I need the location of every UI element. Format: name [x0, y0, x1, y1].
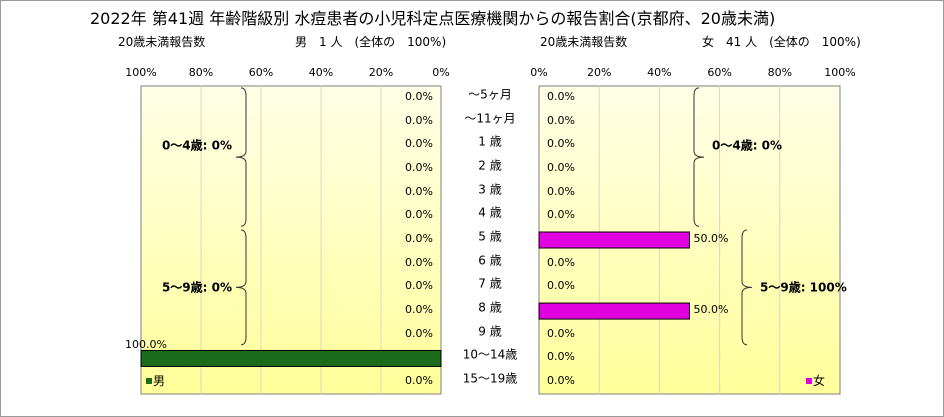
category-label: 4 歳	[478, 205, 502, 220]
female-value-label: 0.0%	[547, 255, 575, 269]
male-value-label: 0.0%	[405, 374, 433, 388]
female-value-label: 50.0%	[693, 232, 729, 245]
male-legend-label: 男	[153, 374, 166, 388]
female-value-label: 0.0%	[547, 208, 575, 222]
male-annotation: 0～4歳: 0%	[161, 138, 232, 153]
category-label: 5 歳	[478, 229, 502, 244]
female-subtitle-left: 20歳未満報告数	[540, 35, 628, 49]
female-value-label: 0.0%	[547, 113, 575, 127]
category-label: 10～14歳	[462, 347, 518, 362]
male-bar	[140, 349, 442, 367]
male-value-label: 0.0%	[405, 326, 433, 340]
female-tick-label: 80%	[767, 66, 793, 79]
male-tick-label: 100%	[125, 66, 157, 79]
male-legend-swatch	[146, 378, 152, 384]
male-value-label: 100.0%	[125, 338, 167, 352]
male-value-label: 0.0%	[405, 232, 433, 245]
category-label: 8 歳	[478, 300, 502, 315]
female-legend-label: 女	[813, 374, 826, 388]
male-plot-area	[140, 85, 442, 395]
female-tick-label: 100%	[824, 66, 856, 79]
chart-title: 2022年 第41週 年齢階級別 水痘患者の小児科定点医療機関からの報告割合(京…	[90, 9, 776, 28]
category-label: ～11ヶ月	[464, 111, 516, 126]
female-value-label: 0.0%	[547, 160, 575, 174]
female-value-label: 0.0%	[547, 350, 575, 364]
male-value-label: 0.0%	[405, 303, 433, 317]
male-tick-label: 80%	[188, 66, 214, 79]
male-subtitle-left: 20歳未満報告数	[118, 35, 206, 49]
female-tick-label: 40%	[647, 66, 672, 79]
male-annotation: 5～9歳: 0%	[161, 280, 232, 295]
female-value-label: 0.0%	[547, 374, 575, 388]
female-legend-swatch	[806, 378, 812, 384]
female-bar	[538, 231, 690, 249]
male-brace	[235, 229, 247, 346]
female-tick-label: 0%	[530, 66, 548, 79]
male-value-label: 0.0%	[405, 279, 433, 293]
male-tick-label: 0%	[432, 66, 450, 79]
female-value-label: 0.0%	[547, 326, 575, 340]
category-label: 7 歳	[478, 276, 502, 291]
female-annotation: 5～9歳: 100%	[760, 280, 847, 295]
category-label: ～5ヶ月	[468, 87, 512, 102]
category-label: 3 歳	[478, 182, 502, 197]
male-tick-label: 20%	[368, 66, 394, 79]
male-value-label: 0.0%	[405, 113, 433, 127]
male-tick-label: 60%	[248, 66, 274, 79]
male-value-label: 0.0%	[405, 137, 433, 151]
male-value-label: 0.0%	[405, 255, 433, 269]
female-value-label: 0.0%	[547, 279, 575, 293]
male-value-label: 0.0%	[405, 208, 433, 222]
female-value-label: 0.0%	[547, 137, 575, 151]
male-tick-label: 40%	[308, 66, 334, 79]
female-subtitle-right: 女 41 人 (全体の 100%)	[702, 35, 861, 49]
category-label: 1 歳	[478, 134, 502, 149]
female-value-label: 0.0%	[547, 89, 575, 103]
female-value-label: 50.0%	[693, 303, 729, 317]
male-value-label: 0.0%	[405, 89, 433, 103]
female-bar	[538, 302, 690, 320]
female-brace	[693, 87, 705, 227]
female-annotation: 0～4歳: 0%	[712, 138, 783, 153]
male-value-label: 0.0%	[405, 184, 433, 198]
male-brace	[235, 87, 247, 227]
category-label: 2 歳	[478, 158, 502, 173]
male-value-label: 0.0%	[405, 160, 433, 174]
female-brace	[741, 229, 753, 346]
female-value-label: 0.0%	[547, 184, 575, 198]
category-label: 9 歳	[478, 324, 502, 339]
female-tick-label: 60%	[707, 66, 732, 79]
category-label: 15～19歳	[462, 371, 518, 386]
female-tick-label: 20%	[586, 66, 612, 79]
category-label: 6 歳	[478, 253, 502, 268]
male-subtitle-right: 男 1 人 (全体の 100%)	[295, 35, 447, 49]
